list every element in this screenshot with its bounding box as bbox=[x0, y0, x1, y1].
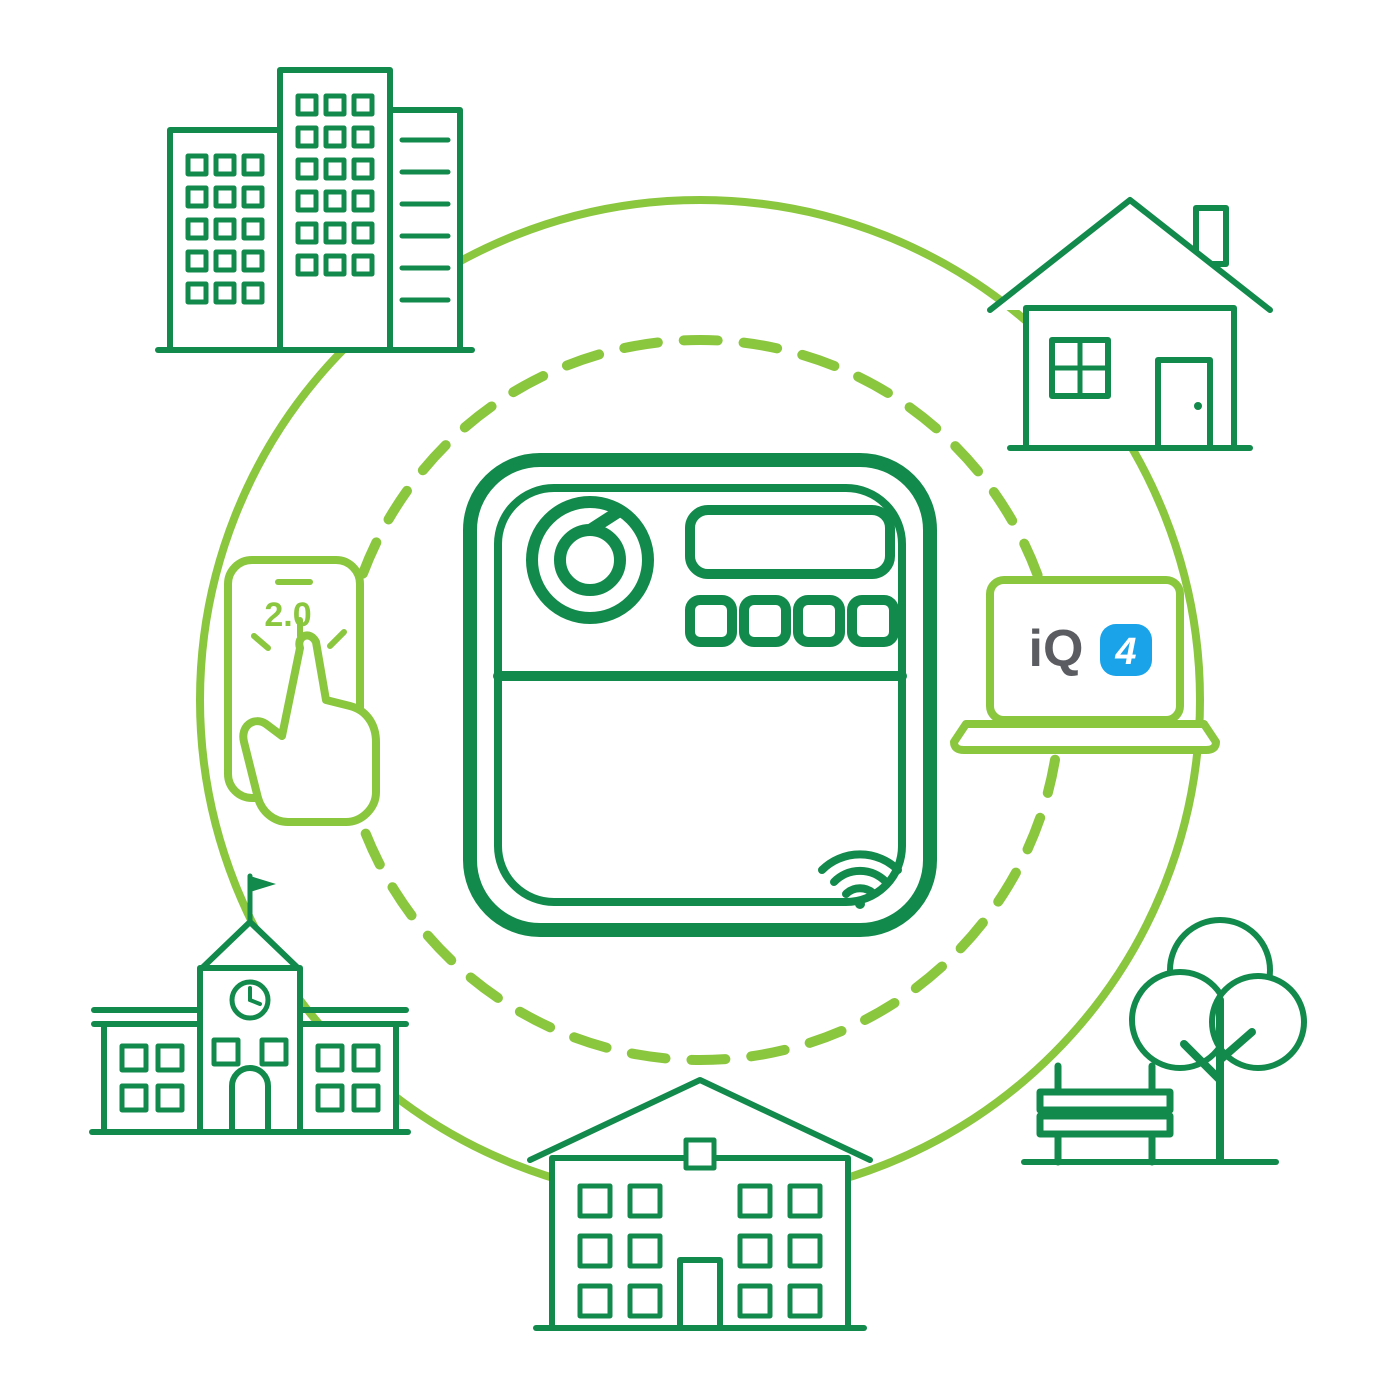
diagram-svg: 2.0 iQ 4 bbox=[0, 0, 1400, 1400]
school-icon bbox=[92, 876, 408, 1132]
diagram-root: 2.0 iQ 4 bbox=[0, 0, 1400, 1400]
laptop-iq4-icon: iQ 4 bbox=[954, 580, 1216, 750]
house-icon bbox=[990, 200, 1270, 448]
laptop-iq-badge-number: 4 bbox=[1114, 631, 1136, 673]
controller-device-icon bbox=[470, 460, 930, 930]
laptop-iq-label: iQ bbox=[1029, 620, 1084, 678]
mansion-icon bbox=[530, 1080, 870, 1328]
office-buildings-icon bbox=[158, 70, 472, 350]
phone-version-label: 2.0 bbox=[264, 596, 311, 634]
phone-app-icon: 2.0 bbox=[228, 560, 376, 822]
